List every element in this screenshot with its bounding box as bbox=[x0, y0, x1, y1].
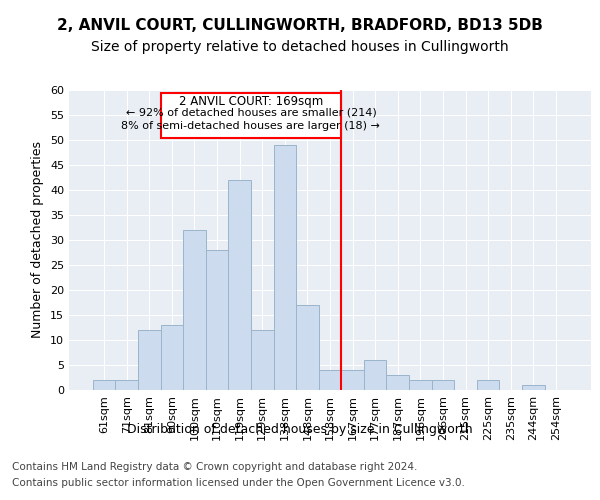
Bar bbox=[229, 180, 251, 390]
Bar bbox=[522, 385, 545, 390]
Bar bbox=[115, 380, 138, 390]
Y-axis label: Number of detached properties: Number of detached properties bbox=[31, 142, 44, 338]
Bar bbox=[274, 145, 296, 390]
Bar bbox=[341, 370, 364, 390]
Bar bbox=[206, 250, 229, 390]
Text: 2, ANVIL COURT, CULLINGWORTH, BRADFORD, BD13 5DB: 2, ANVIL COURT, CULLINGWORTH, BRADFORD, … bbox=[57, 18, 543, 32]
Bar bbox=[93, 380, 115, 390]
Bar bbox=[477, 380, 499, 390]
Text: 8% of semi-detached houses are larger (18) →: 8% of semi-detached houses are larger (1… bbox=[121, 120, 380, 130]
Text: Distribution of detached houses by size in Cullingworth: Distribution of detached houses by size … bbox=[127, 422, 473, 436]
Bar bbox=[386, 375, 409, 390]
Text: 2 ANVIL COURT: 169sqm: 2 ANVIL COURT: 169sqm bbox=[179, 95, 323, 108]
FancyBboxPatch shape bbox=[161, 92, 341, 138]
Bar bbox=[364, 360, 386, 390]
Bar bbox=[296, 305, 319, 390]
Bar bbox=[183, 230, 206, 390]
Bar bbox=[431, 380, 454, 390]
Text: Size of property relative to detached houses in Cullingworth: Size of property relative to detached ho… bbox=[91, 40, 509, 54]
Bar bbox=[251, 330, 274, 390]
Bar bbox=[161, 325, 183, 390]
Text: ← 92% of detached houses are smaller (214): ← 92% of detached houses are smaller (21… bbox=[125, 108, 376, 118]
Bar bbox=[319, 370, 341, 390]
Text: Contains HM Land Registry data © Crown copyright and database right 2024.: Contains HM Land Registry data © Crown c… bbox=[12, 462, 418, 472]
Bar bbox=[409, 380, 431, 390]
Bar bbox=[138, 330, 161, 390]
Text: Contains public sector information licensed under the Open Government Licence v3: Contains public sector information licen… bbox=[12, 478, 465, 488]
